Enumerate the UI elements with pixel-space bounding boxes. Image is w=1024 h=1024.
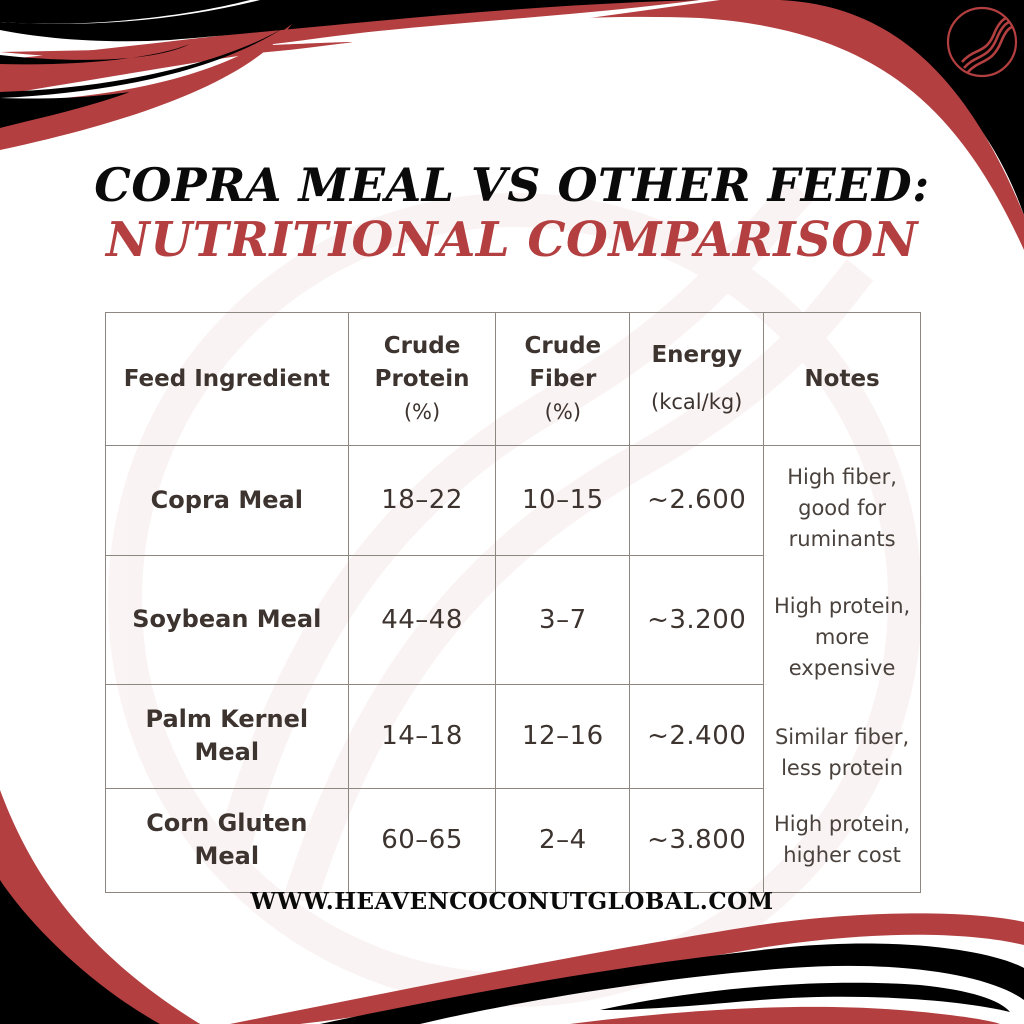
column-header-crude-protein: Crude Protein (%): [347, 312, 497, 446]
table-header-row: Feed Ingredient Crude Protein (%) Crude …: [105, 312, 921, 446]
notes-cell: High protein, higher cost: [763, 788, 921, 893]
feed-ingredient-cell: Soybean Meal: [105, 554, 349, 685]
feed-ingredient-cell: Corn Gluten Meal: [105, 787, 349, 893]
column-header-energy: Energy (kcal/kg): [629, 312, 765, 446]
energy-cell: ~2.600: [629, 445, 765, 556]
column-header-feed-ingredient: Feed Ingredient: [105, 312, 349, 446]
notes-cell: Similar fiber, less protein: [763, 684, 921, 788]
crude-fiber-cell: 2–4: [495, 787, 631, 893]
notes-cell: High fiber, good for ruminants: [763, 445, 921, 555]
nutrition-comparison-table: Feed Ingredient Crude Protein (%) Crude …: [105, 312, 921, 893]
crude-fiber-cell: 10–15: [495, 445, 631, 556]
column-header-crude-fiber: Crude Fiber (%): [495, 312, 631, 446]
table-row: Copra Meal 18–22 10–15 ~2.600 High fiber…: [105, 445, 921, 556]
website-url: WWW.HEAVENCOCONUTGLOBAL.COM: [250, 888, 774, 915]
crude-fiber-cell: 3–7: [495, 554, 631, 685]
page-title-line-2: NUTRITIONAL COMPARISON: [105, 212, 919, 268]
feed-ingredient-cell: Copra Meal: [105, 445, 349, 556]
table-row: Corn Gluten Meal 60–65 2–4 ~3.800 High p…: [105, 787, 921, 893]
energy-cell: ~3.200: [629, 554, 765, 685]
column-header-notes: Notes: [763, 312, 921, 446]
table-row: Soybean Meal 44–48 3–7 ~3.200 High prote…: [105, 554, 921, 685]
page-title-line-1: COPRA MEAL VS OTHER FEED:: [94, 158, 930, 212]
notes-cell: High protein, more expensive: [763, 555, 921, 684]
energy-cell: ~2.400: [629, 683, 765, 789]
coconut-wave-logo-icon: [946, 6, 1018, 78]
table-row: Palm Kernel Meal 14–18 12–16 ~2.400 Simi…: [105, 683, 921, 789]
crude-protein-cell: 60–65: [347, 787, 497, 893]
crude-protein-cell: 44–48: [347, 554, 497, 685]
crude-protein-cell: 18–22: [347, 445, 497, 556]
energy-cell: ~3.800: [629, 787, 765, 893]
crude-protein-cell: 14–18: [347, 683, 497, 789]
feed-ingredient-cell: Palm Kernel Meal: [105, 683, 349, 789]
crude-fiber-cell: 12–16: [495, 683, 631, 789]
